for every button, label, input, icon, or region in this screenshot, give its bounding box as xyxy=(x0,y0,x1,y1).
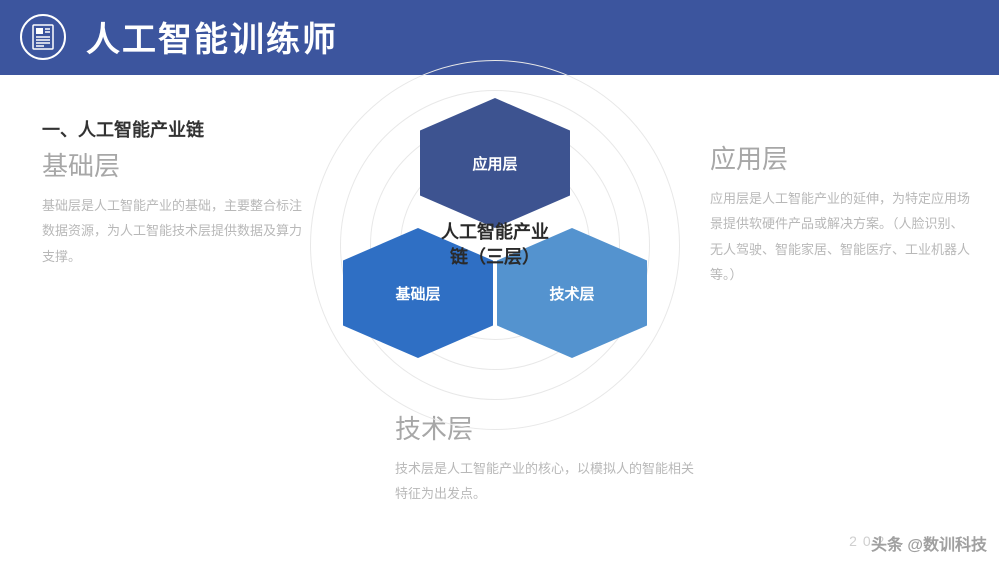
page-title: 人工智能训练师 xyxy=(86,12,338,61)
section-heading: 一、人工智能产业链 xyxy=(42,116,302,142)
hexagon: 应用层 xyxy=(420,98,570,228)
left-layer-desc: 基础层是人工智能产业的基础，主要整合标注数据资源，为人工智能技术层提供数据及算力… xyxy=(42,193,302,269)
hexagon-shape: 应用层 xyxy=(420,98,570,228)
hex-diagram: 应用层基础层 技术层 人工智能产业 链（三层） xyxy=(295,100,695,500)
watermark: 头条 @数训科技 xyxy=(871,531,987,555)
document-icon xyxy=(20,14,66,60)
right-layer-title: 应用层 xyxy=(710,139,970,176)
hexagon-label: 应用层 xyxy=(472,153,517,174)
hexagon-label: 技术层 xyxy=(549,283,594,304)
diagram-center-label: 人工智能产业 链（三层） xyxy=(430,220,560,270)
right-layer-desc: 应用层是人工智能产业的延伸，为特定应用场景提供软硬件产品或解决方案。（人脸识别、… xyxy=(710,186,970,287)
hexagon-label: 基础层 xyxy=(395,283,440,304)
left-block: 一、人工智能产业链 基础层 基础层是人工智能产业的基础，主要整合标注数据资源，为… xyxy=(42,116,302,269)
right-block: 应用层 应用层是人工智能产业的延伸，为特定应用场景提供软硬件产品或解决方案。（人… xyxy=(710,135,970,287)
left-layer-title: 基础层 xyxy=(42,146,302,183)
center-line1: 人工智能产业 xyxy=(441,222,549,242)
content-area: 一、人工智能产业链 基础层 基础层是人工智能产业的基础，主要整合标注数据资源，为… xyxy=(0,80,999,565)
center-line2: 链（三层） xyxy=(450,247,540,267)
